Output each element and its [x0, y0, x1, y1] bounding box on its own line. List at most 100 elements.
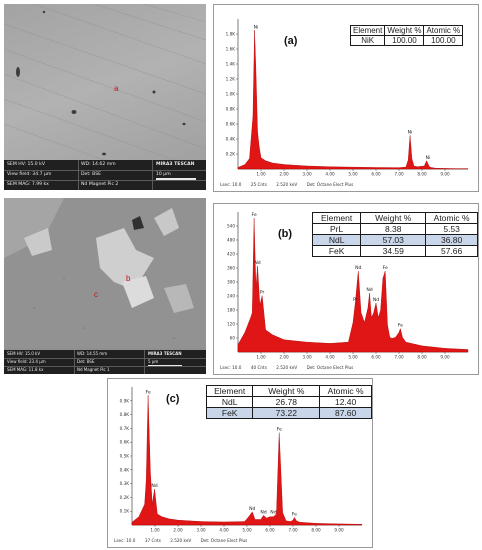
x-tick-label: 5.00	[348, 355, 358, 360]
spectrum-area	[237, 30, 469, 170]
x-tick-label: 4.00	[219, 528, 229, 533]
x-tick-label: 5.00	[348, 172, 358, 177]
spectrum-counts: 40 Cnts	[250, 365, 267, 370]
sem-texture-a	[4, 4, 206, 160]
spectrum-area	[131, 395, 363, 526]
sem-brand: MIRA3 TESCAN	[156, 162, 195, 167]
peak-label: Nd	[270, 509, 276, 515]
x-tick-label: 1.00	[256, 355, 266, 360]
sem-brand: MIRA3 TESCAN	[148, 351, 182, 356]
y-tick-label: 1.2K	[226, 77, 236, 82]
x-tick-label: 9.00	[440, 355, 450, 360]
table-cell: NdL	[311, 234, 362, 246]
peak-label: Fe	[383, 265, 388, 271]
sem-view-field: View field: 23.4 µm	[7, 359, 46, 364]
y-tick-label: 60	[230, 336, 236, 341]
spectrum-kev: 2.520 keV	[276, 365, 298, 370]
table-cell: FeK	[205, 407, 254, 419]
y-tick-label: 0.2K	[226, 152, 236, 157]
x-tick-label: 5.00	[242, 528, 252, 533]
x-tick-label: 2.00	[279, 355, 289, 360]
y-tick-label: 0.4K	[226, 137, 236, 142]
eds-spectrum-a: 0.2K 0.4K 0.6K 0.8K 1.0K 1.2K 1.4K 1.6K 1.8K 1.00…	[213, 4, 479, 192]
peak-label: Nd	[249, 506, 255, 512]
y-tick-label: 0.5K	[120, 454, 130, 459]
y-tick-label: 300	[227, 280, 235, 285]
y-tick-label: 0.9K	[120, 398, 130, 403]
y-tick-label: 1.0K	[226, 92, 236, 97]
peak-label: Ni	[426, 155, 431, 161]
table-header: Atomic %	[425, 212, 478, 224]
panel-label-b: (b)	[278, 228, 293, 240]
x-tick-label: 6.00	[371, 355, 381, 360]
spectrum-footer: Lsec: 10.0 25 Cnts 2.520 keV Det: Octane…	[220, 182, 361, 187]
table-cell: 100.00	[384, 35, 425, 46]
x-tick-label: 7.00	[288, 528, 298, 533]
composition-table-b: Element Weight % Atomic % PrL 8.38 5.53 NdL 5…	[311, 212, 478, 257]
peak-label: Nd	[373, 297, 379, 303]
y-tick-label: 1.4K	[226, 62, 236, 67]
sem-detector: Det: BSE	[77, 359, 95, 364]
y-tick-label: 360	[227, 266, 235, 271]
sem-point-label: b	[126, 274, 131, 283]
spectrum-lsec: Lsec: 10.0	[220, 365, 242, 370]
table-cell: 26.78	[252, 396, 321, 408]
sem-image-name: Nd Magnet Pic 2	[81, 182, 119, 187]
peak-label: Fe	[292, 511, 297, 517]
y-tick-label: 0.6K	[120, 440, 130, 445]
table-cell: 57.66	[425, 245, 478, 257]
x-tick-label: 6.00	[265, 528, 275, 533]
peak-label: Ni	[254, 24, 259, 30]
sem-hv: SEM HV: 15.0 kV	[7, 351, 41, 356]
spectrum-kev: 2.520 keV	[170, 538, 192, 543]
x-tick-label: 4.00	[325, 355, 335, 360]
spectrum-lsec: Lsec: 10.0	[220, 182, 242, 187]
x-tick-label: 7.00	[394, 355, 404, 360]
x-tick-label: 1.00	[256, 172, 266, 177]
sem-point-label: c	[94, 290, 98, 299]
sem-magnification: SEM MAG: 11.8 kx	[7, 367, 44, 372]
sem-scale-label: 5 µm	[148, 359, 159, 364]
spectrum-plot-c: 0.1K 0.2K 0.3K 0.4K 0.5K 0.6K 0.7K 0.8K 0.9K 1.00…	[120, 387, 363, 533]
table-cell: FeK	[311, 245, 362, 257]
x-tick-label: 3.00	[302, 355, 312, 360]
sem-scale-bar	[156, 178, 196, 180]
y-tick-label: 0.1K	[120, 509, 130, 514]
sem-detector: Det: BSE	[81, 172, 102, 177]
x-tick-label: 9.00	[440, 172, 450, 177]
y-tick-label: 1.8K	[226, 32, 236, 37]
y-tick-label: 0.6K	[226, 122, 236, 127]
spectrum-kev: 2.520 keV	[276, 182, 298, 187]
peak-label: Pr	[353, 297, 358, 303]
eds-spectrum-b: 60 120 180 240 300 360 420 480 540 1.00 2.00 3.00 4.…	[213, 203, 479, 375]
y-tick-label: 180	[227, 308, 235, 313]
y-tick-label: 0.4K	[120, 467, 130, 472]
table-cell: 36.80	[425, 234, 478, 246]
sem-scale-label: 10 µm	[156, 172, 171, 177]
peak-label: Nd	[355, 265, 361, 271]
x-tick-label: 7.00	[394, 172, 404, 177]
table-header: Element	[205, 385, 254, 397]
peak-label: Ni	[408, 129, 413, 135]
y-tick-label: 0.2K	[120, 495, 130, 500]
x-tick-label: 1.00	[150, 528, 160, 533]
spectrum-plot-b: 60 120 180 240 300 360 420 480 540 1.00 2.00 3.00 4.…	[227, 212, 469, 360]
spectrum-footer: Lsec: 10.0 40 Cnts 2.520 keV Det: Octane…	[220, 365, 361, 370]
peak-label: Pr	[260, 290, 265, 296]
peak-label: Fe	[251, 212, 256, 218]
spectrum-footer: Lsec: 10.0 37 Cnts 2.520 keV Det: Octane…	[114, 538, 255, 543]
sem-image-b: b c SEM HV: 15.0 kV WD: 14.55 mm MIRA3 T…	[4, 198, 206, 374]
spectrum-detector: Det: Octane Elect Plus	[306, 365, 354, 370]
peak-label: Nd	[151, 483, 157, 489]
table-cell: 73.22	[252, 407, 321, 419]
x-tick-label: 8.00	[417, 172, 427, 177]
table-header: Weight %	[360, 212, 427, 224]
x-tick-label: 8.00	[311, 528, 321, 533]
peak-label: Fe	[277, 427, 282, 433]
spectrum-counts: 37 Cnts	[144, 538, 161, 543]
x-tick-label: 9.00	[334, 528, 344, 533]
sem-view-field: View field: 34.7 µm	[7, 172, 52, 177]
table-cell: NdL	[205, 396, 254, 408]
sem-info-bar: SEM HV: 15.0 kV WD: 14.55 mm MIRA3 TESCA…	[4, 350, 206, 374]
panel-label-a: (a)	[284, 35, 298, 47]
